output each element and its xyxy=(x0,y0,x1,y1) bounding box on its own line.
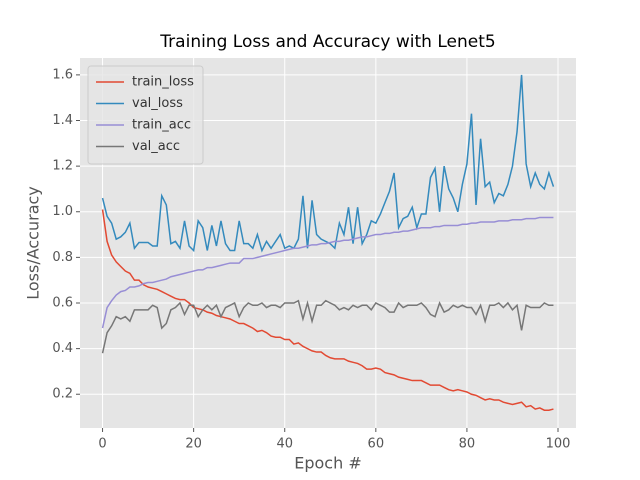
x-tick-label: 100 xyxy=(546,437,571,452)
x-tick-label: 40 xyxy=(276,437,293,452)
chart-title: Training Loss and Accuracy with Lenet5 xyxy=(159,32,495,52)
y-tick-label: 1.0 xyxy=(52,204,73,219)
x-axis-label: Epoch # xyxy=(294,454,361,473)
legend-label: train_loss xyxy=(132,75,194,90)
series-line xyxy=(101,209,554,411)
legend-box xyxy=(87,65,204,165)
y-tick-label: 1.6 xyxy=(52,67,73,82)
y-tick-label: 0.8 xyxy=(52,250,73,265)
series-line xyxy=(101,299,554,354)
legend-label: train_acc xyxy=(132,118,191,133)
legend-label: val_loss xyxy=(132,96,183,111)
y-tick-label: 0.4 xyxy=(52,341,73,356)
x-tick-label: 80 xyxy=(459,437,476,452)
y-tick-label: 1.2 xyxy=(52,159,73,174)
y-tick-label: 1.4 xyxy=(52,113,73,128)
lines xyxy=(101,74,555,411)
grid xyxy=(80,58,576,428)
y-tick-label: 0.6 xyxy=(52,295,73,310)
legend-label: val_acc xyxy=(132,139,180,154)
y-tick-label: 0.2 xyxy=(52,387,73,402)
x-tick-label: 20 xyxy=(185,437,202,452)
series-line xyxy=(101,216,554,329)
x-tick-label: 60 xyxy=(368,437,385,452)
x-tick-label: 0 xyxy=(98,437,106,452)
legend: train_loss val_loss train_acc val_acc xyxy=(87,65,204,165)
y-axis-label: Loss/Accuracy xyxy=(24,186,43,300)
